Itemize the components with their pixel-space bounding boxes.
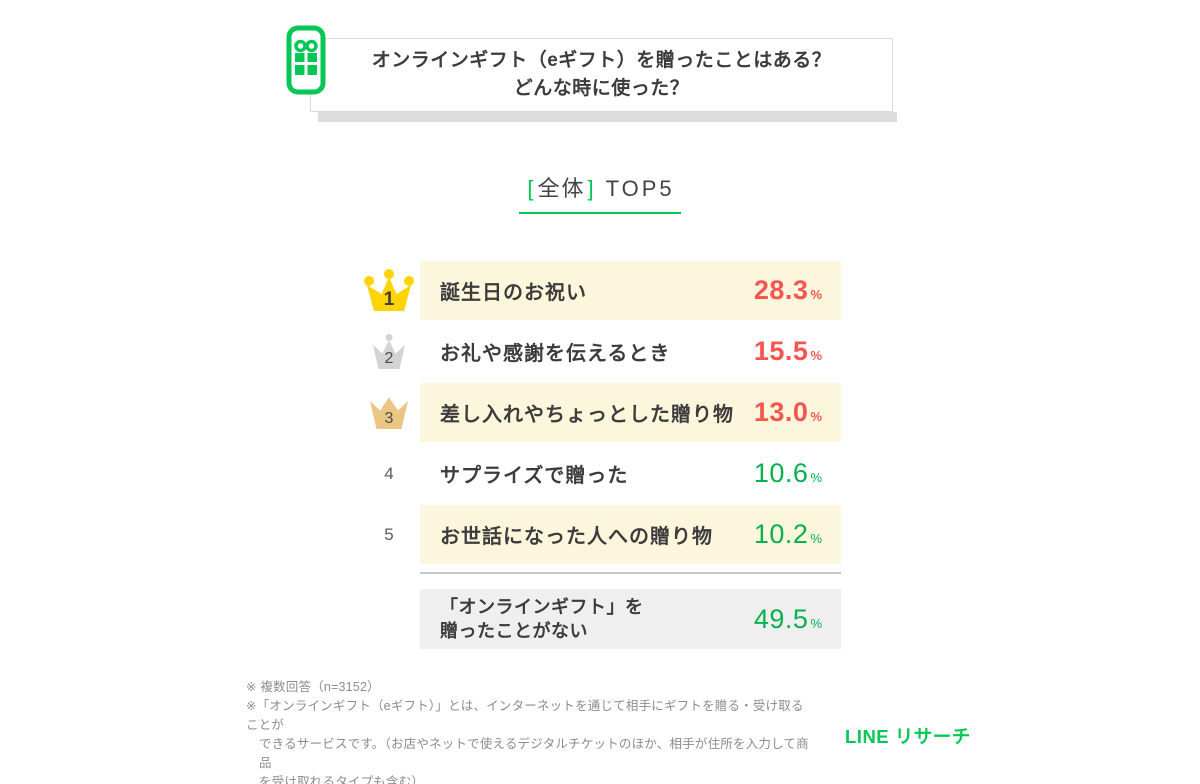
bronze-crown-icon: 3 — [368, 396, 410, 430]
rank-5-number: 5 — [358, 525, 420, 545]
bracket-open: [ — [527, 176, 536, 201]
rank-4-label: サプライズで贈った — [440, 465, 629, 487]
footnotes: ※ 複数回答（n=3152） ※「オンラインギフト（eギフト）」とは、インターネ… — [246, 678, 816, 784]
footnote-line: ※「オンラインギフト（eギフト）」とは、インターネットを通じて相手にギフトを贈る… — [246, 699, 804, 732]
no-usage-box: 「オンラインギフト」を 贈ったことがない 49.5 % — [420, 589, 841, 649]
ranking-row: 5 お世話になった人への贈り物 10.2 % — [358, 504, 841, 565]
rank-1-crown: 1 — [358, 268, 420, 314]
section-group-label: 全体 — [537, 176, 586, 201]
ranking-row: 4 サプライズで贈った 10.6 % — [358, 443, 841, 504]
ranking-list: 1 誕生日のお祝い 28.3 % 2 — [358, 260, 841, 565]
rank-3-label: 差し入れやちょっとした贈り物 — [440, 404, 734, 426]
rank-1-bar: 誕生日のお祝い 28.3 % — [420, 261, 841, 320]
rank-number: 4 — [384, 463, 394, 483]
rank-4-number: 4 — [358, 464, 420, 484]
rank-2-bar: お礼や感謝を伝えるとき 15.5 % — [420, 322, 841, 381]
percent-unit: % — [810, 287, 822, 302]
ranking-row: 2 お礼や感謝を伝えるとき 15.5 % — [358, 321, 841, 382]
footnote-line: を受け取れるタイプも含む） — [259, 775, 425, 784]
rank-4-value: 10.6 % — [753, 458, 822, 488]
rank-1-label: 誕生日のお祝い — [440, 282, 587, 304]
page-title-line1: オンラインギフト（eギフト）を贈ったことはある？ — [371, 50, 832, 71]
percent-unit: % — [810, 409, 822, 424]
rank-number: 1 — [383, 288, 395, 310]
rank-3-bar: 差し入れやちょっとした贈り物 13.0 % — [420, 383, 841, 442]
rank-number: 3 — [384, 409, 394, 427]
rank-5-value: 10.2 % — [753, 519, 822, 549]
rank-3-value: 13.0 % — [753, 397, 822, 427]
no-usage-label: 「オンラインギフト」を 贈ったことがない — [440, 597, 644, 641]
no-usage-value: 49.5 % — [753, 603, 822, 634]
footnote-line: できるサービスです。（お店やネットで使えるデジタルチケットのほか、相手が住所を入… — [259, 737, 809, 770]
header-drop-shadow — [318, 112, 897, 122]
rank-number: 2 — [384, 349, 394, 367]
footnote-line: ※ 複数回答（n=3152） — [246, 680, 380, 694]
section-title-underlined: [全体] TOP5 — [519, 171, 681, 214]
rank-5-label: お世話になった人への贈り物 — [440, 526, 713, 548]
rank-5-bar: お世話になった人への贈り物 10.2 % — [420, 505, 841, 564]
rank-number: 5 — [384, 524, 394, 544]
rank-2-label: お礼や感謝を伝えるとき — [440, 343, 671, 365]
section-top-label: TOP5 — [605, 176, 675, 201]
rank-4-bar: サプライズで贈った 10.6 % — [420, 444, 841, 503]
percent-unit: % — [810, 615, 822, 631]
header-title-box: オンラインギフト（eギフト）を贈ったことはある？ どんな時に使った？ — [310, 38, 893, 112]
gold-crown-icon: 1 — [363, 268, 415, 314]
percent-unit: % — [810, 348, 822, 363]
rank-1-value: 28.3 % — [753, 275, 822, 305]
silver-crown-icon: 2 — [371, 332, 407, 372]
gift-icon — [286, 25, 326, 95]
percent-unit: % — [810, 531, 822, 546]
ranking-row: 3 差し入れやちょっとした贈り物 13.0 % — [358, 382, 841, 443]
rank-3-crown: 3 — [358, 396, 420, 430]
bracket-close: ] — [587, 176, 596, 201]
rank-2-crown: 2 — [358, 332, 420, 372]
line-research-logo: LINE リサーチ — [845, 726, 971, 747]
section-title: [全体] TOP5 — [0, 171, 1200, 214]
ranking-row: 1 誕生日のお祝い 28.3 % — [358, 260, 841, 321]
rank-2-value: 15.5 % — [753, 336, 822, 366]
page-title-line2: どんな時に使った？ — [513, 78, 690, 99]
divider-line — [420, 572, 841, 574]
percent-unit: % — [810, 470, 822, 485]
